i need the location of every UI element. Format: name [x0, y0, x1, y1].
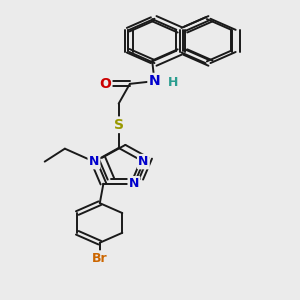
- Text: H: H: [168, 76, 178, 89]
- Text: N: N: [129, 177, 139, 190]
- Text: S: S: [114, 118, 124, 132]
- Text: N: N: [138, 155, 148, 168]
- Text: Br: Br: [92, 251, 108, 265]
- Text: N: N: [149, 74, 160, 88]
- Text: N: N: [89, 155, 99, 168]
- Text: O: O: [99, 77, 111, 91]
